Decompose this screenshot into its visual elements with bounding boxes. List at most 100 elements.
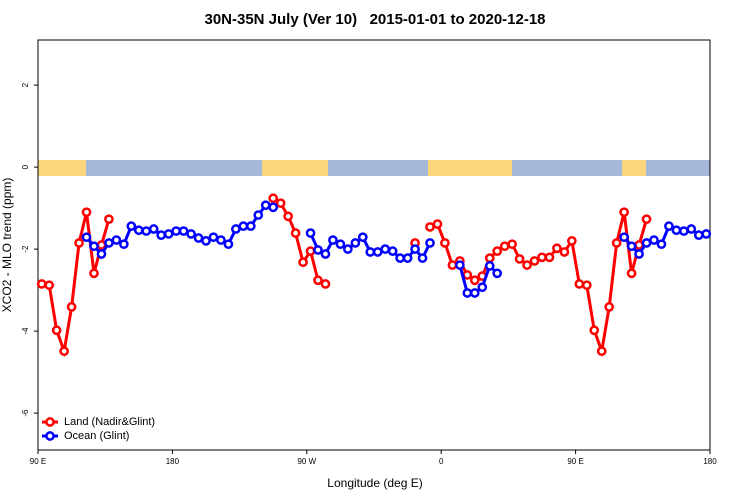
point	[604, 302, 615, 312]
point	[641, 214, 652, 225]
point	[186, 229, 196, 239]
point	[469, 288, 480, 298]
point	[89, 241, 99, 252]
point	[268, 202, 279, 213]
point	[462, 270, 473, 280]
point	[51, 325, 62, 336]
point	[253, 210, 264, 220]
point	[305, 228, 316, 238]
point	[201, 236, 211, 246]
point	[238, 221, 249, 231]
point	[656, 239, 667, 250]
point	[664, 221, 674, 231]
point	[484, 253, 495, 263]
point	[380, 244, 391, 254]
point	[522, 260, 532, 270]
point	[410, 244, 420, 254]
point	[305, 246, 316, 256]
chart-title: 30N-35N July (Ver 10) 2015-01-01 to 2020…	[204, 11, 545, 28]
point	[387, 246, 398, 256]
y-axis-label: XCO2 - MLO trend (ppm)	[0, 178, 14, 313]
series-line	[429, 211, 648, 358]
point	[395, 253, 405, 263]
point	[141, 226, 152, 236]
point	[126, 221, 137, 231]
point	[619, 207, 629, 218]
point	[447, 260, 458, 270]
legend-label: Land (Nadir&Glint)	[64, 416, 155, 428]
point	[96, 249, 107, 259]
point	[275, 198, 286, 209]
point	[104, 238, 114, 248]
point	[701, 229, 712, 239]
point	[634, 240, 644, 250]
point	[178, 226, 189, 236]
point	[641, 238, 652, 248]
point	[193, 233, 204, 243]
point	[432, 219, 443, 229]
y-tick-label: -4	[21, 327, 30, 335]
point	[537, 252, 547, 263]
point	[156, 230, 167, 241]
point	[104, 214, 114, 225]
point	[44, 280, 55, 291]
y-tick-label: 0	[21, 164, 30, 169]
point	[484, 261, 495, 271]
legend-marker	[45, 417, 55, 427]
point	[619, 232, 629, 243]
point	[163, 229, 174, 239]
x-tick-label: 180	[703, 457, 717, 466]
point	[544, 252, 555, 263]
point	[492, 268, 503, 279]
point	[148, 224, 159, 234]
point	[671, 225, 682, 236]
point	[634, 249, 644, 259]
point	[693, 230, 704, 241]
point	[320, 249, 331, 259]
point	[402, 253, 413, 263]
point	[626, 241, 637, 252]
point	[425, 222, 435, 232]
point	[171, 226, 181, 236]
point	[290, 228, 301, 238]
point	[686, 224, 697, 234]
plot-frame	[37, 39, 711, 451]
point	[81, 232, 92, 243]
point	[59, 346, 69, 357]
point	[231, 224, 241, 234]
point	[89, 268, 99, 279]
point	[96, 240, 107, 250]
series-line	[41, 211, 111, 358]
point	[581, 280, 592, 291]
point	[268, 193, 279, 204]
point	[462, 288, 473, 298]
point	[119, 239, 129, 250]
point	[417, 253, 428, 263]
point	[260, 200, 271, 211]
point	[574, 279, 585, 289]
x-tick-label: 180	[166, 457, 180, 466]
point	[343, 244, 353, 254]
x-tick-label: 0	[439, 457, 444, 466]
point	[320, 279, 331, 289]
point	[328, 235, 338, 245]
point	[313, 245, 323, 255]
point	[223, 239, 234, 250]
point	[425, 238, 435, 248]
point	[514, 254, 525, 264]
point	[611, 238, 622, 248]
point	[455, 260, 465, 270]
x-axis-label: Longitude (deg E)	[327, 476, 422, 490]
point	[469, 275, 480, 286]
x-tick-label: 90 E	[567, 457, 583, 466]
y-tick-label: -6	[21, 409, 30, 417]
y-tick-label: -2	[21, 245, 30, 253]
point	[208, 232, 219, 243]
point	[626, 268, 637, 279]
point	[552, 243, 562, 254]
x-tick-label: 90 E	[30, 457, 46, 466]
point	[81, 207, 92, 218]
point	[36, 279, 47, 289]
point	[372, 247, 383, 257]
